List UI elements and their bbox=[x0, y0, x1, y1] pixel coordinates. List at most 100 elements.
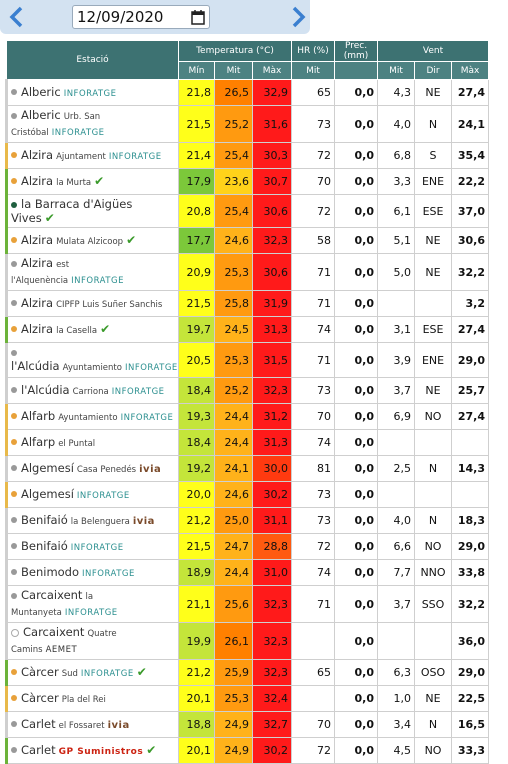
value-cell: 23,6 bbox=[214, 168, 253, 195]
network-tag: INFORATGE bbox=[82, 568, 135, 579]
station-location: la Casella bbox=[56, 325, 98, 336]
value-cell: 72 bbox=[291, 142, 336, 169]
date-text: 12/09/2020 bbox=[77, 8, 164, 26]
station-name: Algemesí bbox=[21, 486, 74, 501]
status-dot bbox=[11, 439, 17, 445]
value-cell: 30,6 bbox=[251, 194, 293, 228]
value-cell: 31,2 bbox=[251, 403, 293, 430]
column-subheader: Mit bbox=[214, 61, 253, 80]
column-subheader: Dir bbox=[414, 61, 453, 80]
station-cell: Alfarb Ayuntamiento INFORATGE bbox=[5, 403, 179, 430]
value-cell: 19,7 bbox=[178, 316, 215, 343]
value-cell: 33,8 bbox=[451, 559, 490, 586]
station-name: Carlet bbox=[21, 742, 56, 757]
value-cell: NE bbox=[414, 685, 453, 712]
calendar-icon[interactable] bbox=[191, 9, 205, 25]
value-cell: 24,4 bbox=[214, 559, 253, 586]
value-cell: ENE bbox=[414, 168, 453, 195]
prev-day-button[interactable] bbox=[6, 5, 28, 29]
network-tag: INFORATGE bbox=[111, 386, 165, 397]
station-name: Benifaió bbox=[21, 538, 68, 553]
next-day-button[interactable] bbox=[287, 5, 309, 29]
column-group-header: Prec. (mm) bbox=[334, 40, 379, 62]
station-cell: Càrcer Pla del Rei bbox=[5, 685, 179, 712]
value-cell: 5,0 bbox=[377, 253, 416, 291]
value-cell: 32,3 bbox=[251, 227, 293, 254]
station-name: Alzira bbox=[21, 147, 54, 162]
value-cell: 20,8 bbox=[178, 194, 215, 228]
value-cell bbox=[414, 290, 453, 317]
value-cell: 30,6 bbox=[451, 227, 490, 254]
value-cell: NO bbox=[414, 403, 453, 430]
value-cell: 21,5 bbox=[178, 290, 215, 317]
value-cell: ESE bbox=[414, 194, 453, 228]
value-cell: 17,7 bbox=[178, 227, 215, 254]
value-cell: 0,0 bbox=[334, 342, 379, 378]
value-cell: 25,3 bbox=[214, 685, 253, 712]
value-cell: 18,8 bbox=[178, 711, 215, 738]
value-cell: 27,4 bbox=[451, 79, 490, 106]
value-cell: 21,1 bbox=[178, 585, 215, 623]
value-cell: 3,1 bbox=[377, 316, 416, 343]
date-bar: 12/09/2020 bbox=[0, 0, 310, 34]
value-cell: 32,4 bbox=[251, 685, 293, 712]
station-name: Carcaixent bbox=[23, 625, 85, 639]
value-cell: 32,2 bbox=[451, 253, 490, 291]
value-cell: NE bbox=[414, 227, 453, 254]
value-cell: 0,0 bbox=[334, 168, 379, 195]
network-tag: INFORATGE bbox=[51, 128, 105, 138]
value-cell: NO bbox=[414, 737, 453, 764]
network-tag: INFORATGE bbox=[80, 668, 134, 679]
column-subheader: Mit bbox=[377, 61, 416, 80]
station-location: la Murta bbox=[56, 177, 92, 188]
value-cell: 72 bbox=[291, 533, 336, 560]
value-cell: NE bbox=[414, 253, 453, 291]
value-cell: 18,3 bbox=[451, 507, 490, 534]
value-cell: 20,9 bbox=[178, 253, 215, 291]
value-cell: 0,0 bbox=[334, 429, 379, 456]
station-name: Càrcer bbox=[21, 690, 59, 705]
value-cell: 32,7 bbox=[251, 711, 293, 738]
value-cell: 25,8 bbox=[214, 290, 253, 317]
status-dot bbox=[11, 326, 17, 332]
value-cell: 26,1 bbox=[214, 622, 253, 660]
network-tag: ivia bbox=[139, 463, 162, 475]
station-location: Urb. San Cristóbal bbox=[11, 112, 101, 138]
value-cell: 3,3 bbox=[377, 168, 416, 195]
station-location: el Fossaret bbox=[58, 720, 105, 731]
value-cell: NE bbox=[414, 377, 453, 404]
value-cell: 73 bbox=[291, 481, 336, 508]
status-dot bbox=[11, 592, 17, 599]
station-row: Alzira Ajuntament INFORATGE 21,4 25,4 30,3 72 0… bbox=[5, 142, 490, 169]
status-dot bbox=[11, 491, 17, 497]
value-cell: 25,4 bbox=[214, 142, 253, 169]
value-cell: 33,3 bbox=[451, 737, 490, 764]
value-cell: 6,3 bbox=[377, 659, 416, 686]
value-cell bbox=[414, 429, 453, 456]
value-cell: 2,5 bbox=[377, 455, 416, 482]
value-cell: 21,4 bbox=[178, 142, 215, 169]
station-location: Ajuntament bbox=[56, 151, 106, 162]
value-cell: 19,2 bbox=[178, 455, 215, 482]
status-dot bbox=[11, 237, 17, 243]
network-tag: INFORATGE bbox=[71, 276, 124, 286]
station-cell: Alberic INFORATGE bbox=[5, 79, 179, 106]
verified-check: ✔ bbox=[100, 321, 111, 336]
network-tag: INFORATGE bbox=[70, 542, 124, 553]
value-cell: 0,0 bbox=[334, 711, 379, 738]
date-input[interactable]: 12/09/2020 bbox=[72, 5, 210, 29]
value-cell: 31,5 bbox=[251, 342, 293, 378]
station-location: Mulata Alzicoop bbox=[56, 236, 124, 247]
status-dot bbox=[11, 721, 17, 727]
station-cell: Alzira Mulata Alzicoop ✔ bbox=[5, 227, 179, 254]
value-cell: 20,5 bbox=[178, 342, 215, 378]
status-dot bbox=[11, 300, 17, 306]
column-subheader: Màx bbox=[451, 61, 490, 80]
value-cell: N bbox=[414, 455, 453, 482]
value-cell: NO bbox=[414, 533, 453, 560]
value-cell: 0,0 bbox=[334, 105, 379, 143]
value-cell: 31,3 bbox=[251, 429, 293, 456]
subheader-row: Mín Mit Màx Mit Mit Dir Màx bbox=[7, 61, 490, 80]
station-cell: Algemesí INFORATGE bbox=[5, 481, 179, 508]
value-cell: 3,4 bbox=[377, 711, 416, 738]
